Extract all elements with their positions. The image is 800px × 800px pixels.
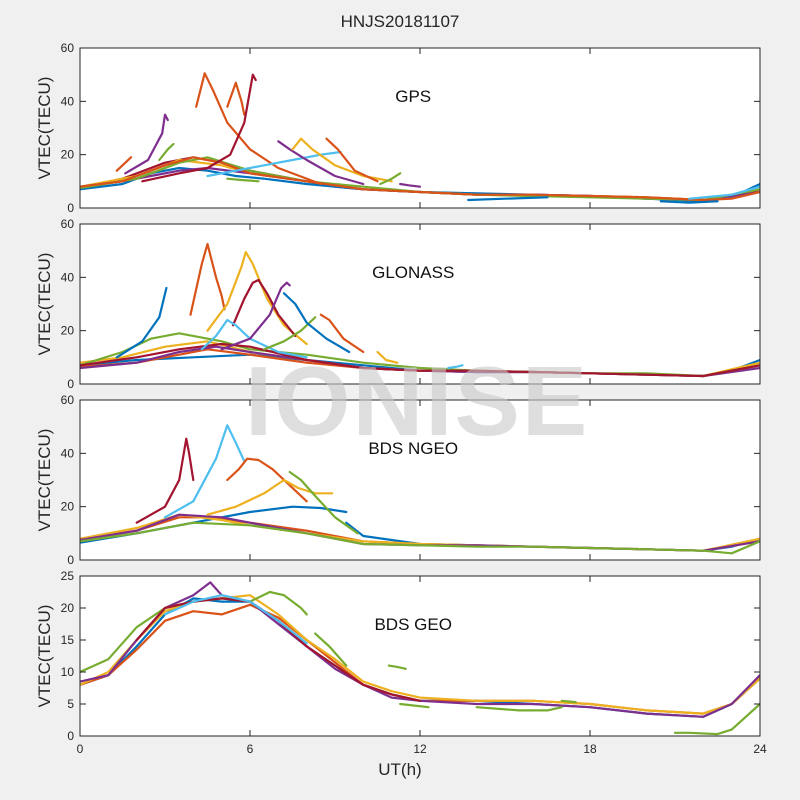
plot-area	[80, 400, 760, 560]
series-line-9	[387, 664, 407, 670]
series-line-4	[80, 581, 760, 718]
y-tick-label: 0	[67, 377, 74, 391]
x-tick-label: 12	[413, 742, 427, 756]
series-line-12	[560, 699, 577, 704]
y-tick-label: 0	[67, 553, 74, 567]
series-line-17	[325, 137, 379, 183]
y-tick-label: 60	[61, 217, 75, 231]
y-tick-label: 40	[61, 94, 75, 108]
series-line-10	[206, 478, 334, 516]
series-line-13	[206, 150, 342, 178]
y-tick-label: 5	[67, 697, 74, 711]
series-line-17	[447, 364, 464, 370]
series-group	[80, 242, 760, 378]
y-tick-label: 20	[61, 324, 75, 338]
panel-3: 0 20 40 60 VTEC(TECU) BDS NGEO	[35, 393, 761, 567]
y-tick-label: 60	[61, 393, 75, 407]
series-line-11	[288, 470, 359, 535]
x-axis-label: UT(h)	[378, 760, 422, 779]
panel-label: BDS GEO	[374, 615, 451, 634]
series-line-14	[226, 177, 260, 183]
series-line-11	[200, 318, 308, 359]
series-line-9	[226, 457, 308, 503]
plot-area	[80, 48, 760, 208]
series-line-12	[158, 142, 175, 162]
y-tick-label: 20	[61, 500, 75, 514]
series-line-3	[80, 594, 760, 715]
panel-2: 0 20 40 60 VTEC(TECU) GLONASS	[35, 217, 761, 391]
series-line-11	[115, 156, 133, 172]
y-axis-label: VTEC(TECU)	[35, 605, 54, 708]
y-axis-label: VTEC(TECU)	[35, 77, 54, 180]
series-line-6	[80, 521, 760, 555]
series-line-9	[206, 250, 308, 346]
series-line-7	[115, 286, 168, 359]
series-line-7	[163, 594, 308, 645]
series-line-13	[673, 702, 760, 736]
y-tick-label: 20	[61, 148, 75, 162]
panel-label: GPS	[395, 87, 431, 106]
series-line-18	[379, 172, 402, 186]
series-line-7	[135, 437, 195, 524]
series-line-20	[467, 196, 549, 202]
series-line-9	[141, 73, 257, 183]
series-line-16	[376, 350, 399, 364]
series-group	[80, 581, 760, 736]
series-group	[80, 424, 760, 555]
series-line-8	[189, 242, 226, 316]
y-tick-label: 25	[61, 569, 75, 583]
series-line-8	[314, 632, 348, 667]
panel-label: GLONASS	[372, 263, 454, 282]
series-line-6	[80, 156, 760, 202]
series-line-19	[399, 182, 422, 188]
y-tick-label: 20	[61, 601, 75, 615]
series-line-15	[319, 313, 365, 354]
y-axis-label: VTEC(TECU)	[35, 253, 54, 356]
series-line-10	[231, 278, 297, 338]
y-axis-label: VTEC(TECU)	[35, 429, 54, 532]
y-tick-label: 10	[61, 665, 75, 679]
panel-label: BDS NGEO	[368, 439, 458, 458]
y-tick-label: 0	[67, 201, 74, 215]
series-line-10	[399, 702, 430, 709]
x-tick-label: 6	[247, 742, 254, 756]
series-line-6	[80, 342, 760, 378]
series-line-10	[124, 113, 169, 175]
y-tick-label: 15	[61, 633, 75, 647]
y-tick-label: 0	[67, 729, 74, 743]
series-group	[80, 72, 760, 204]
series-line-14	[282, 292, 351, 354]
plot-area	[80, 224, 760, 384]
series-line-7	[195, 72, 322, 186]
series-line-8	[163, 424, 246, 519]
panel-4: 0 5 10 15 20 25 0 6 12 18 24 VTEC(TECU) BDS GEO	[35, 569, 767, 756]
series-line-22	[688, 185, 760, 200]
x-tick-label: 18	[583, 742, 597, 756]
series-line-15	[277, 140, 365, 186]
y-tick-label: 40	[61, 446, 75, 460]
series-line-8	[226, 81, 246, 116]
series-line-5	[80, 156, 760, 202]
series-line-12	[220, 281, 291, 351]
panel-1: 0 20 40 60 VTEC(TECU) GPS	[35, 41, 761, 215]
series-line-21	[659, 200, 719, 204]
y-tick-label: 40	[61, 270, 75, 284]
y-tick-label: 60	[61, 41, 75, 55]
x-tick-label: 24	[753, 742, 767, 756]
x-tick-label: 0	[77, 742, 84, 756]
figure-title: HNJS20181107	[340, 12, 460, 31]
series-line-11	[475, 706, 563, 712]
